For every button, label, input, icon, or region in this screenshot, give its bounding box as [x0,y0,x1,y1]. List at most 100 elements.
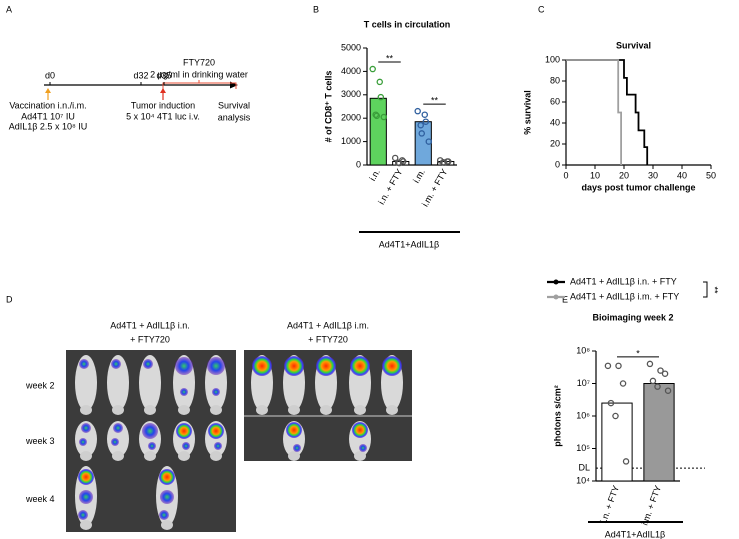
data-point [661,370,669,377]
signal [316,356,336,376]
x-tick-label: 50 [706,170,716,180]
legend-label: Ad4T1 + AdIL1β i.m. + FTY [570,291,679,301]
signal [284,356,304,376]
survival-line [566,59,622,165]
bar [601,402,633,482]
x-tick-label: 40 [677,170,687,180]
day-label: d0 [45,70,55,80]
panel-label: D [6,294,13,304]
data-point [664,387,672,394]
data-point [414,107,421,115]
imaging-heading: Ad4T1 + AdIL1β i.n. [110,320,189,330]
signal [79,359,89,369]
mouse-head [354,451,366,461]
significance-label: ** [710,286,720,294]
mouse-head [256,405,268,415]
group-label: Ad4T1+AdIL1β [379,239,439,249]
y-tick-label: 0 [356,159,361,169]
y-tick-label: 20 [550,138,560,148]
data-point [615,362,622,370]
data-point [391,154,399,162]
signal [81,423,91,433]
signal [111,438,119,446]
event-arrowhead [45,88,51,93]
data-point [646,360,654,368]
event-detail: Ad4T1 10⁷ IU [21,111,75,121]
signal [79,438,87,446]
data-point [654,383,661,390]
signal [78,469,94,485]
drug-bracket [162,80,237,89]
signal [160,490,174,504]
mouse-head [112,451,124,461]
detection-limit-label: DL [578,462,590,472]
day-label: d35 [156,70,171,80]
mouse-head [161,520,173,530]
y-axis-label: % survival [522,90,532,135]
x-tick-label: i.n. [367,167,382,182]
mouse [75,355,97,411]
panel-label: C [538,4,545,14]
mouse [107,355,129,411]
y-axis-label: # of CD8⁺ T cells [323,71,333,143]
drug-dose: 2 µg/ml in drinking water [150,69,248,79]
data-point [657,367,664,374]
bar [369,97,387,166]
x-tick-label: 10 [590,170,600,180]
data-point [607,399,615,407]
event-arrowhead [160,88,166,93]
mouse-head [178,405,190,415]
significance-label: ** [386,53,394,63]
signal [143,359,153,369]
mouse-head [288,451,300,461]
data-point [440,159,448,166]
mouse-head [112,405,124,415]
mouse-head [386,405,398,415]
data-point [380,113,388,121]
mouse-head [210,405,222,415]
mouse-head [210,451,222,461]
row-label: week 4 [25,494,55,504]
signal [78,510,88,520]
data-point [369,65,376,73]
y-tick-label: 10⁷ [577,378,590,388]
signal [159,469,175,485]
mouse-head [80,451,92,461]
mouse-head [320,405,332,415]
mouse-head [288,405,300,415]
signal [142,423,158,439]
chart-title: T cells in circulation [364,19,451,29]
signal [286,422,302,438]
data-point [373,112,380,120]
event-title: Vaccination i.n./i.m. [9,100,86,110]
signal [180,388,188,396]
legend-label: Ad4T1 + AdIL1β i.n. + FTY [570,276,677,286]
event-detail: AdIL1β 2.5 x 10⁸ IU [9,121,88,131]
signal [293,444,301,452]
signal [79,490,93,504]
x-tick-label: i.m. [411,167,427,185]
data-point [418,130,425,137]
data-point [649,377,657,385]
data-point [622,458,630,465]
signal [382,356,402,376]
panel-label: A [6,4,12,14]
data-point [619,380,627,387]
drug-name: FTY720 [183,57,215,67]
data-point [417,121,424,129]
survival-line [566,59,649,165]
y-tick-label: 10⁵ [576,443,590,453]
signal [175,357,193,375]
mouse-head [144,405,156,415]
mouse [139,355,161,411]
data-point [377,93,385,101]
x-tick-label: 30 [648,170,658,180]
signal [148,442,156,450]
day-label: d32 [133,70,148,80]
significance-bracket [703,281,708,298]
imaging-heading: + FTY720 [130,334,170,344]
data-point [612,412,619,420]
data-point [372,111,379,118]
group-label: Ad4T1+AdIL1β [605,529,665,539]
y-tick-label: 10⁸ [576,345,590,355]
